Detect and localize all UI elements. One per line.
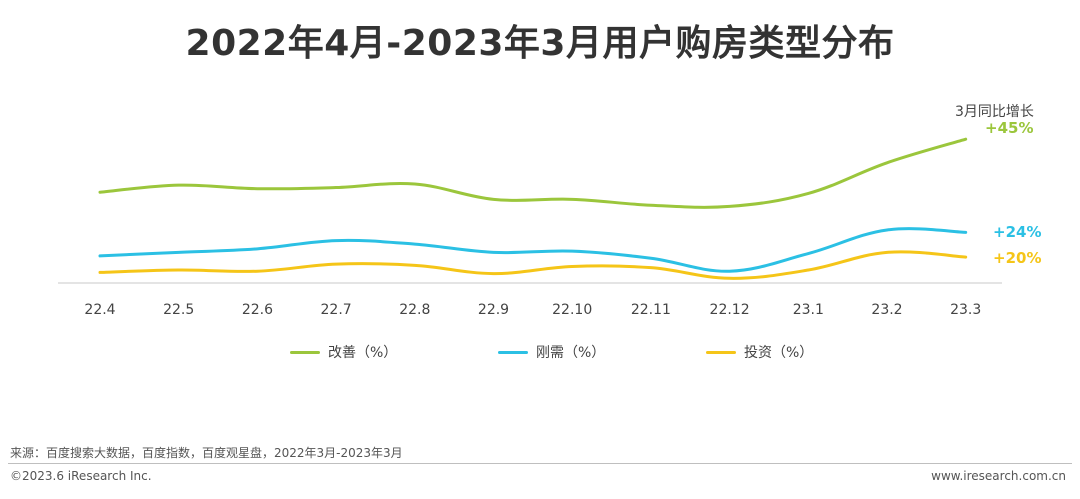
- x-tick-label: 23.1: [793, 302, 824, 318]
- series-line-gangxu: [98, 227, 968, 273]
- x-tick-label: 22.9: [478, 302, 509, 318]
- x-tick-label: 23.2: [871, 302, 902, 318]
- website-link[interactable]: www.iresearch.com.cn: [931, 469, 1066, 483]
- series-line-touzi: [98, 250, 968, 280]
- yoy-label-gaishan: +45%: [985, 119, 1034, 138]
- source-note: 来源：百度搜索大数据，百度指数，百度观星盘，2022年3月-2023年3月: [10, 446, 403, 460]
- footer-divider: [8, 463, 1072, 464]
- x-tick-label: 23.3: [950, 302, 981, 318]
- chart-legend: 改善（%） 刚需（%） 投资（%）: [0, 342, 1080, 366]
- copyright-text: ©2023.6 iResearch Inc.: [10, 469, 152, 483]
- legend-swatch: [706, 350, 736, 354]
- x-tick-label: 22.12: [710, 302, 750, 318]
- series-line-gaishan: [98, 137, 968, 209]
- yoy-title: 3月同比增长: [955, 104, 1034, 120]
- legend-label: 投资（%）: [744, 345, 814, 361]
- legend-label: 改善（%）: [328, 345, 398, 361]
- yoy-label-touzi: +20%: [993, 249, 1042, 268]
- x-tick-label: 22.5: [163, 302, 194, 318]
- legend-item-gangxu: 刚需（%）: [498, 342, 605, 362]
- x-tick-label: 22.8: [399, 302, 430, 318]
- legend-item-gaishan: 改善（%）: [290, 342, 397, 362]
- x-tick-label: 22.7: [321, 302, 352, 318]
- x-tick-label: 22.11: [631, 302, 671, 318]
- x-tick-label: 22.6: [242, 302, 273, 318]
- yoy-label-gangxu: +24%: [993, 223, 1042, 242]
- line-chart: 22.4 22.5 22.6 22.7 22.8 22.9 22.10 22.11 22.12 2…: [58, 137, 1002, 318]
- legend-swatch: [290, 350, 320, 354]
- x-tick-label: 22.10: [552, 302, 592, 318]
- legend-item-touzi: 投资（%）: [706, 342, 813, 362]
- x-tick-label: 22.4: [84, 302, 115, 318]
- legend-swatch: [498, 350, 528, 354]
- legend-label: 刚需（%）: [536, 345, 606, 361]
- chart-title: 2022年4月-2023年3月用户购房类型分布: [185, 23, 895, 64]
